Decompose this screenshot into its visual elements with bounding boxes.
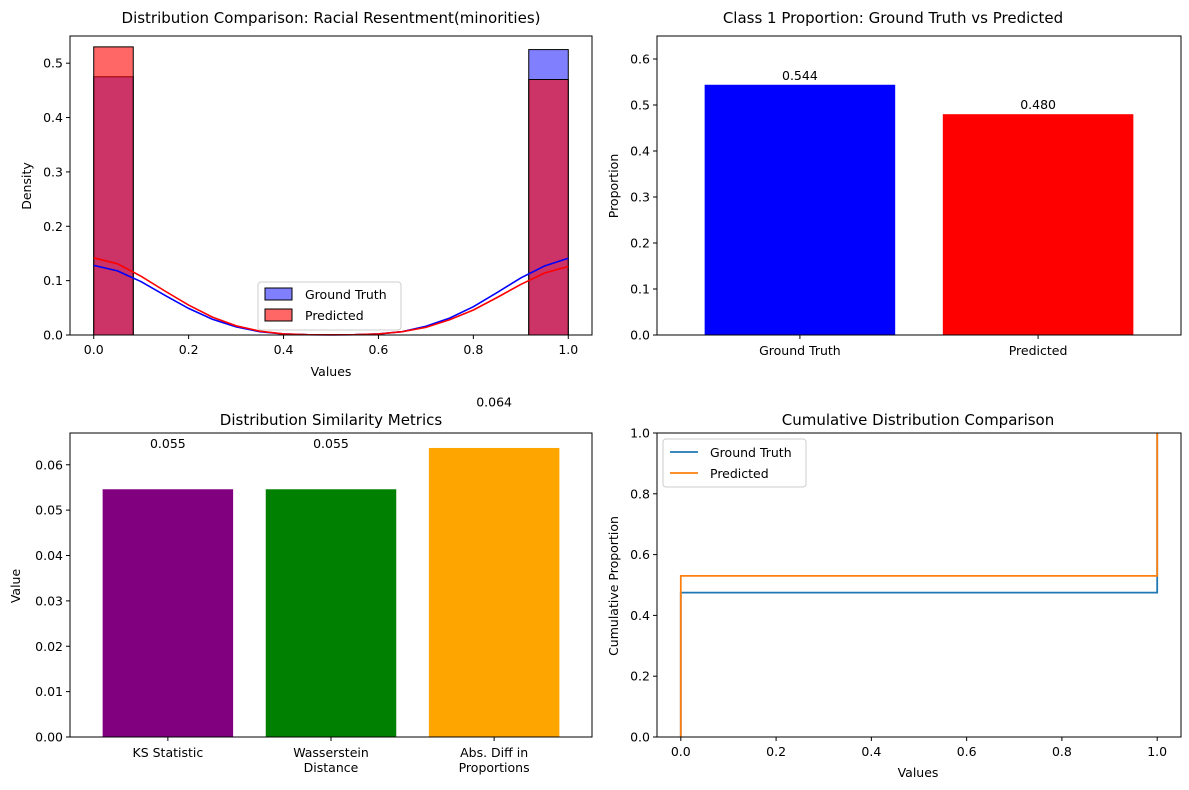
x-tick-label: 1.0: [558, 342, 578, 357]
y-tick-label: 0.2: [43, 219, 63, 234]
y-tick-label: 0.5: [630, 98, 650, 113]
plot-area: 0.0 0.2 0.4 0.6 0.8 1.0 0.0 0.2 0.4 0.6 0.8 1.0: [630, 426, 1182, 759]
x-tick-label: 0.6: [957, 744, 977, 759]
chart-title: Distribution Comparison: Racial Resentme…: [122, 9, 541, 27]
y-tick-label: 0.3: [630, 190, 650, 205]
panel-distribution-comparison: Distribution Comparison: Racial Resentme…: [19, 9, 593, 379]
x-tick-label: 0.6: [369, 342, 389, 357]
axes-frame: [69, 432, 593, 738]
x-tick-label: 0.8: [1052, 744, 1072, 759]
x-tick-label: Distance: [304, 760, 359, 775]
bar: [102, 489, 234, 737]
x-tick-label: Wasserstein: [293, 745, 369, 760]
bar: [428, 447, 560, 737]
panel-class1-proportion: Class 1 Proportion: Ground Truth vs Pred…: [606, 9, 1182, 358]
y-tick-label: 0.4: [630, 144, 650, 159]
histogram-bar-predicted: [528, 78, 569, 336]
legend: Ground Truth Predicted: [662, 438, 807, 488]
x-tick-label: 0.2: [766, 744, 786, 759]
legend-label-ground-truth: Ground Truth: [710, 445, 792, 460]
bar-value-label: 0.064: [476, 395, 512, 410]
y-tick-label: 0.6: [630, 547, 650, 562]
axes-frame: [656, 35, 1182, 336]
y-tick-label: 0.2: [630, 669, 650, 684]
legend-swatch-ground-truth: [264, 287, 293, 301]
x-tick-label: 0.2: [179, 342, 199, 357]
x-tick-label: Predicted: [1009, 343, 1068, 358]
panel-similarity-metrics: Distribution Similarity Metrics 0.055 KS …: [8, 395, 593, 775]
x-tick-label: 0.0: [671, 744, 691, 759]
plot-area: 0.544 Ground Truth 0.480 Predicted 0.0 0.1 0.2…: [630, 35, 1182, 358]
y-tick-label: 0.06: [35, 457, 63, 472]
x-tick-label: 0.4: [274, 342, 294, 357]
y-tick-label: 0.03: [35, 593, 63, 608]
x-tick-label: 0.0: [84, 342, 104, 357]
y-tick-label: 0.5: [43, 56, 63, 71]
y-tick-label: 0.2: [630, 236, 650, 251]
x-tick-label: KS Statistic: [133, 745, 204, 760]
legend: Ground Truth Predicted: [257, 281, 402, 331]
y-tick-label: 0.8: [630, 486, 650, 501]
y-tick-label: 0.0: [630, 328, 650, 343]
axes-frame: [656, 432, 1182, 738]
y-tick-label: 0.4: [43, 110, 63, 125]
y-tick-label: 0.4: [630, 608, 650, 623]
panel-cumulative-distribution: Cumulative Distribution Comparison 0.00.…: [606, 411, 1182, 780]
y-tick-label: 0.01: [35, 684, 63, 699]
y-tick-label: 0.0: [630, 730, 650, 745]
y-tick-label: 0.1: [43, 273, 63, 288]
y-tick-label: 0.05: [35, 503, 63, 518]
bar-value-label: 0.055: [313, 436, 349, 451]
bar-value-label: 0.480: [1020, 97, 1056, 112]
x-tick-label: 0.8: [463, 342, 483, 357]
y-tick-label: 0.00: [35, 730, 63, 745]
y-axis-label: Density: [19, 162, 34, 210]
x-axis-label: Values: [311, 364, 352, 379]
x-tick-label: 1.0: [1147, 744, 1167, 759]
bar: [704, 84, 896, 335]
chart-title: Class 1 Proportion: Ground Truth vs Pred…: [723, 9, 1063, 27]
chart-title: Distribution Similarity Metrics: [220, 411, 443, 429]
x-tick-label: Proportions: [459, 760, 530, 775]
bar: [265, 489, 397, 737]
legend-box: [257, 281, 402, 331]
plot-area: 0.055 KS Statistic 0.055 WassersteinDistanc…: [35, 395, 593, 775]
y-tick-label: 0.6: [630, 52, 650, 67]
plot-area: 0.0 0.1 0.2 0.3 0.4 0.5 0.0 0.2 0.4 0.6 0.8 1.0: [43, 35, 593, 357]
y-axis-label: Proportion: [606, 154, 621, 219]
y-tick-label: 0.1: [630, 282, 650, 297]
chart-title: Cumulative Distribution Comparison: [782, 411, 1054, 429]
legend-label-predicted: Predicted: [710, 466, 769, 481]
legend-swatch-predicted: [264, 308, 293, 322]
x-tick-label: Abs. Diff in: [460, 745, 528, 760]
histogram-bar-predicted: [93, 46, 134, 336]
axes-frame: [69, 35, 593, 336]
y-axis-label: Cumulative Proportion: [606, 516, 621, 656]
x-axis-label: Values: [898, 765, 939, 780]
y-tick-label: 0.0: [43, 328, 63, 343]
y-tick-label: 1.0: [630, 426, 650, 441]
bar-value-label: 0.544: [782, 68, 818, 83]
y-tick-label: 0.04: [35, 548, 63, 563]
legend-label-ground-truth: Ground Truth: [305, 287, 387, 302]
y-tick-label: 0.3: [43, 164, 63, 179]
bar: [942, 114, 1134, 335]
x-tick-label: 0.4: [861, 744, 881, 759]
y-axis-label: Value: [8, 569, 23, 604]
bar-value-label: 0.055: [150, 436, 186, 451]
legend-box: [662, 438, 807, 488]
x-tick-label: Ground Truth: [759, 343, 841, 358]
y-tick-label: 0.02: [35, 639, 63, 654]
legend-label-predicted: Predicted: [305, 308, 364, 323]
cdf-line-predicted: [679, 433, 1159, 737]
